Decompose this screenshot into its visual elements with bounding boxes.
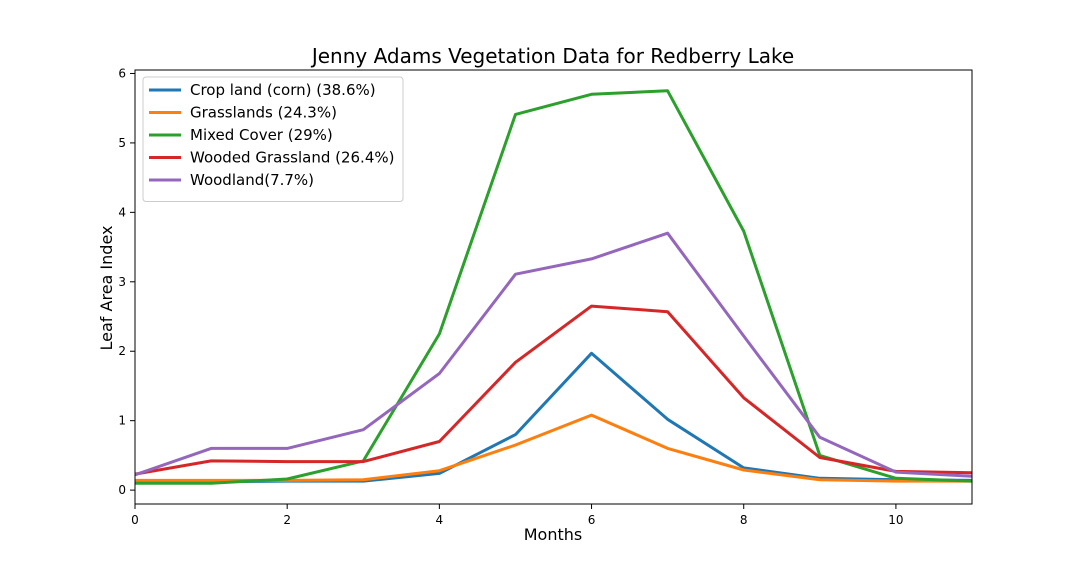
legend-label-3: Mixed Cover (29%) (190, 126, 333, 144)
x-tick-label: 8 (740, 513, 748, 527)
y-tick-label: 6 (118, 66, 126, 80)
y-tick-label: 2 (118, 344, 126, 358)
x-tick-label: 10 (888, 513, 903, 527)
legend-label-1: Crop land (corn) (38.6%) (190, 81, 376, 99)
legend-label-4: Wooded Grassland (26.4%) (190, 149, 394, 167)
x-tick-label: 2 (283, 513, 291, 527)
y-axis-label: Leaf Area Index (97, 226, 116, 351)
series-line-5 (135, 231, 972, 478)
y-tick-label: 4 (118, 205, 126, 219)
x-tick-label: 4 (436, 513, 444, 527)
axes: 0 2 4 6 8 10 0 1 2 3 4 5 6 (118, 66, 973, 527)
y-tick-label: 1 (118, 414, 126, 428)
plot-frame (134, 69, 973, 505)
chart-title: Jenny Adams Vegetation Data for Redberry… (310, 44, 794, 68)
legend: Crop land (corn) (38.6%) Grasslands (24.3… (142, 76, 404, 202)
x-tick-label: 0 (131, 513, 139, 527)
x-axis-label: Months (524, 525, 582, 544)
y-tick-label: 5 (118, 136, 126, 150)
plot-area (135, 89, 972, 485)
legend-box (142, 76, 404, 202)
y-tick-label: 3 (118, 275, 126, 289)
legend-label-5: Woodland(7.7%) (190, 171, 314, 189)
legend-label-2: Grasslands (24.3%) (190, 104, 337, 122)
y-tick-label: 0 (118, 483, 126, 497)
series-line-4 (135, 304, 972, 476)
x-tick-label: 6 (588, 513, 596, 527)
